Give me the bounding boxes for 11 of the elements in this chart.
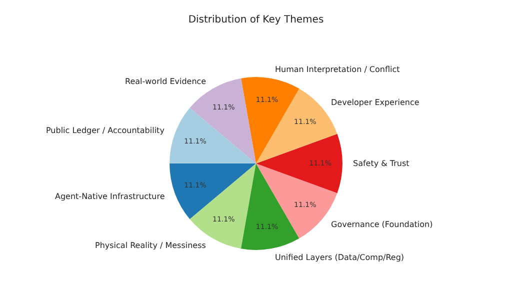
slice-label: Governance (Foundation) [331,220,433,229]
slice-label: Safety & Trust [353,159,410,168]
pie-slice [256,134,342,194]
slice-label: Public Ledger / Accountability [46,126,165,135]
slice-label: Agent-Native Infrastructure [55,192,165,201]
slice-label: Real-world Evidence [125,77,206,86]
chart-title: Distribution of Key Themes [188,14,324,26]
slice-label: Unified Layers (Data/Comp/Reg) [275,253,404,262]
slice-label: Developer Experience [331,98,420,107]
slice-label: Human Interpretation / Conflict [275,65,400,74]
slice-label: Physical Reality / Messiness [95,241,206,250]
